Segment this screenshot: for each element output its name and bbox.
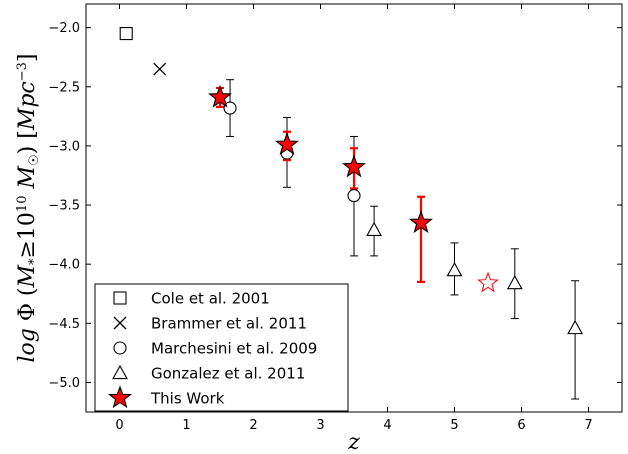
x-axis-label: z bbox=[347, 430, 360, 454]
legend-marker bbox=[113, 316, 127, 330]
data-point bbox=[153, 62, 167, 76]
data-point bbox=[119, 27, 133, 41]
y-tick-label: −2.5 bbox=[48, 80, 80, 95]
data-point bbox=[477, 271, 499, 293]
legend-box bbox=[94, 283, 349, 412]
legend-marker bbox=[108, 385, 132, 409]
x-tick-label: 3 bbox=[316, 418, 324, 433]
legend-label: Cole et al. 2001 bbox=[151, 290, 270, 308]
legend-label: Brammer et al. 2011 bbox=[151, 315, 307, 333]
x-tick-label: 6 bbox=[517, 418, 525, 433]
y-tick-label: −4.5 bbox=[48, 317, 80, 332]
y-tick-label: −5.0 bbox=[48, 376, 80, 391]
data-point bbox=[366, 221, 383, 237]
y-axis-label: log Φ (M*≥1010 M☉) [Mpc−3] bbox=[15, 53, 42, 362]
x-tick-label: 2 bbox=[249, 418, 257, 433]
ticks: 0 1 2 3 4 5 6 7 −2.0 −2.5 −3.0 −3.5 −4.0 −4.5 −5.0 bbox=[48, 4, 622, 433]
y-tick-label: −2.0 bbox=[48, 21, 80, 36]
data-point bbox=[223, 101, 237, 115]
x-tick-label: 4 bbox=[383, 418, 391, 433]
x-tick-label: 1 bbox=[182, 418, 190, 433]
data-point bbox=[342, 154, 366, 178]
markers bbox=[119, 27, 584, 335]
data-point bbox=[567, 319, 584, 335]
data-point bbox=[446, 261, 463, 277]
legend-label: Gonzalez et al. 2011 bbox=[151, 365, 305, 383]
y-tick-label: −3.0 bbox=[48, 139, 80, 154]
data-point bbox=[275, 132, 299, 155]
data-point bbox=[506, 274, 523, 290]
x-tick-label: 5 bbox=[450, 418, 458, 433]
legend-label: This Work bbox=[150, 390, 225, 408]
legend-label: Marchesini et al. 2009 bbox=[151, 340, 317, 358]
legend-marker bbox=[113, 291, 127, 305]
data-point bbox=[409, 210, 433, 233]
legend-marker bbox=[113, 341, 127, 355]
x-tick-label: 0 bbox=[115, 418, 123, 433]
x-tick-label: 7 bbox=[584, 418, 592, 433]
data-point bbox=[347, 189, 361, 203]
y-tick-label: −4.0 bbox=[48, 258, 80, 273]
legend-marker bbox=[112, 364, 128, 380]
y-tick-label: −3.5 bbox=[48, 199, 80, 214]
legend: Cole et al. 2001 Brammer et al. 2011 March… bbox=[94, 283, 349, 412]
data-point bbox=[208, 84, 232, 108]
